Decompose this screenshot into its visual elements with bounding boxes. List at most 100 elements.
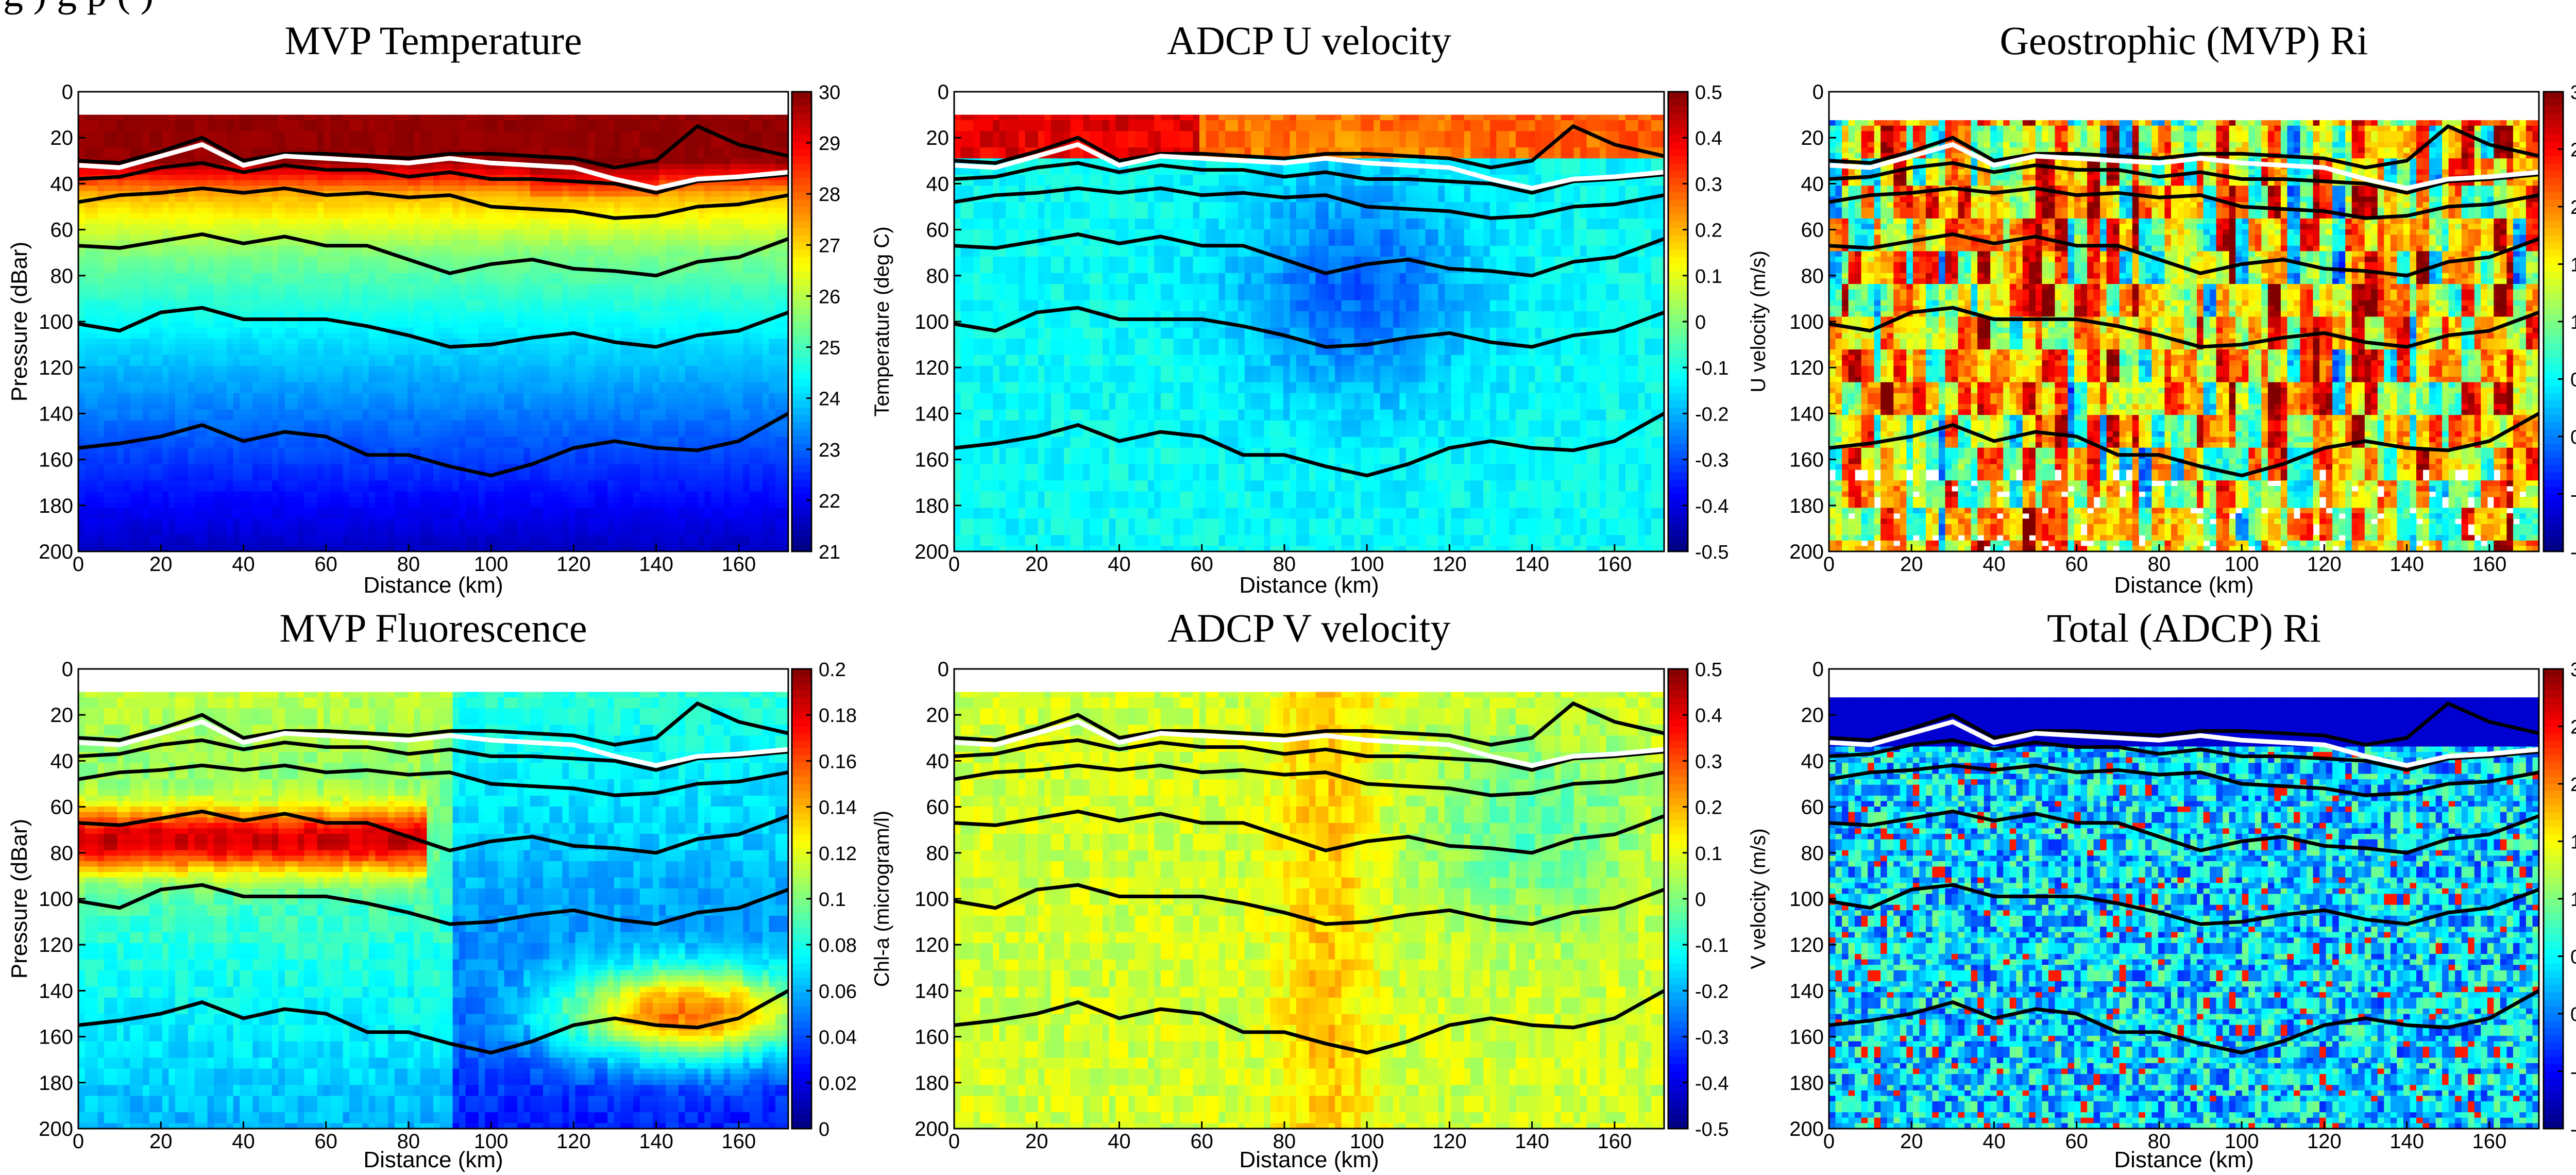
y-tick-label: 40 [926, 173, 950, 195]
y-tick-label: 40 [50, 750, 74, 773]
y-tick-label: 100 [39, 888, 73, 911]
y-tick-label: 160 [1789, 1026, 1824, 1049]
x-tick-label: 60 [2065, 553, 2088, 576]
isopycnal-contour [1829, 763, 2539, 797]
y-tick-label: 140 [1789, 402, 1824, 425]
y-tick-label: 200 [39, 541, 73, 563]
y-tick-label: 200 [1789, 1118, 1824, 1140]
colorbar-tick-label: 24 [819, 389, 840, 410]
heatmap-field [78, 92, 788, 551]
isopycnal-contour [954, 306, 1664, 349]
colorbar-tick-label: 0.3 [1695, 174, 1722, 195]
y-tick-label: 160 [39, 449, 73, 472]
y-tick-label: 180 [914, 1072, 949, 1095]
colorbar-tick-label: -0.1 [1695, 358, 1728, 379]
x-tick-label: 40 [1982, 553, 2006, 576]
colorbar-tick-label: 0 [2570, 427, 2576, 448]
y-axis-label: Pressure (dBar) [7, 819, 32, 979]
y-tick-label: 20 [50, 704, 74, 727]
colorbar-tick-label: -0.4 [1695, 1073, 1728, 1095]
panel-fluorescence: MVP Fluorescence 0 20 40 60 80 100 120 140 160 180… [7, 606, 893, 1172]
x-tick-label: 80 [397, 553, 420, 576]
y-tick-label: 180 [39, 495, 73, 517]
y-tick-label: 40 [1801, 750, 1824, 773]
colorbar-tick-label: 0.5 [2570, 370, 2576, 391]
colorbar: -0.5 -0.4 -0.3 -0.2 -0.1 0 0.1 0.2 0.3 0.4 0.5 V ve… [1667, 659, 1770, 1140]
colorbar: 21 22 23 24 25 26 27 28 29 30 Temperature (deg C) [791, 82, 893, 563]
y-tick-label: 20 [926, 704, 950, 727]
y-tick-label: 160 [1789, 449, 1824, 472]
y-tick-label: 0 [62, 81, 73, 104]
x-axis-label: Distance (km) [363, 1147, 503, 1172]
colorbar-tick-label: 28 [819, 184, 840, 206]
isopycnal-contour [1829, 412, 2539, 478]
x-axis-label: Distance (km) [2114, 573, 2253, 598]
colorbar-tick-label: 0.1 [1695, 266, 1722, 288]
isopycnal-contour [1829, 883, 2539, 926]
heatmap-field [954, 669, 1664, 1129]
heatmap-field [1829, 669, 2539, 1129]
y-tick-label: 100 [1789, 888, 1824, 911]
colorbar-tick-label: 0.02 [819, 1073, 857, 1095]
isopycnal-contour [954, 883, 1664, 926]
heatmap-field [78, 669, 788, 1129]
x-tick-label: 120 [2307, 1130, 2342, 1153]
y-tick-label: 120 [914, 357, 949, 379]
y-axis-label: Pressure (dBar) [7, 242, 32, 402]
colorbar-tick-label: 0.16 [819, 751, 857, 773]
isopycnal-contour [954, 232, 1664, 278]
y-tick-label: 60 [926, 219, 950, 242]
colorbar-tick-label: 0.04 [819, 1027, 857, 1049]
y-tick-label: 40 [50, 173, 74, 195]
isopycnal-contour [1829, 232, 2539, 278]
y-tick-label: 200 [39, 1118, 73, 1140]
heatmap-field [954, 92, 1664, 551]
x-tick-label: 140 [1515, 553, 1549, 576]
y-tick-label: 160 [914, 449, 949, 472]
colorbar-tick-label: -0.2 [1695, 981, 1728, 1002]
x-tick-label: 120 [556, 553, 591, 576]
colorbar-tick-label: 2 [2570, 774, 2576, 796]
x-tick-label: 20 [149, 553, 173, 576]
colorbar-tick-label: 0.08 [819, 935, 857, 956]
isopycnal-contour [1829, 186, 2539, 220]
x-tick-label: 120 [2307, 553, 2342, 576]
y-tick-label: 200 [1789, 541, 1824, 563]
isopycnal-contour [1829, 701, 2539, 747]
colorbar-tick-label: 0 [1695, 889, 1706, 911]
isopycnal-contour [78, 989, 788, 1055]
isopycnal-contour [954, 124, 1664, 170]
panel-title: Geostrophic (MVP) Ri [2000, 18, 2368, 63]
panel-title: MVP Fluorescence [279, 606, 587, 650]
x-tick-label: 0 [948, 553, 960, 576]
x-tick-label: 100 [1350, 1130, 1384, 1153]
y-tick-label: 20 [1801, 127, 1824, 149]
y-tick-label: 120 [914, 934, 949, 956]
colorbar-tick-label: 0.14 [819, 797, 857, 819]
x-tick-label: 100 [474, 1130, 509, 1153]
panel-title: ADCP U velocity [1167, 18, 1451, 63]
y-tick-label: 120 [39, 934, 73, 956]
x-tick-label: 120 [1432, 1130, 1467, 1153]
x-tick-label: 80 [1273, 553, 1296, 576]
colorbar-tick-label: -0.3 [1695, 450, 1728, 472]
isopycnal-contour [78, 186, 788, 220]
y-tick-label: 20 [926, 127, 950, 149]
colorbar-tick-label: 0 [2570, 1004, 2576, 1026]
x-axis-label: Distance (km) [1239, 1147, 1379, 1172]
mixed-layer-line [1829, 142, 2539, 191]
colorbar-tick-label: 27 [819, 235, 840, 257]
colorbar-tick-label: 1 [2570, 889, 2576, 911]
y-tick-label: 100 [39, 311, 73, 333]
mixed-layer-line [78, 142, 788, 191]
isopycnal-contour [1829, 738, 2539, 772]
colorbar-tick-label: 0.1 [819, 889, 846, 911]
x-tick-label: 80 [397, 1130, 420, 1153]
colorbar-tick-label: 0.12 [819, 843, 857, 865]
x-tick-label: 20 [1025, 1130, 1048, 1153]
y-tick-label: 140 [1789, 980, 1824, 1002]
y-tick-label: 180 [1789, 1072, 1824, 1095]
colorbar-tick-label: -1 [2570, 542, 2576, 563]
colorbar-label: Chl-a (microgram/l) [871, 811, 893, 987]
x-tick-label: 80 [2148, 1130, 2171, 1153]
